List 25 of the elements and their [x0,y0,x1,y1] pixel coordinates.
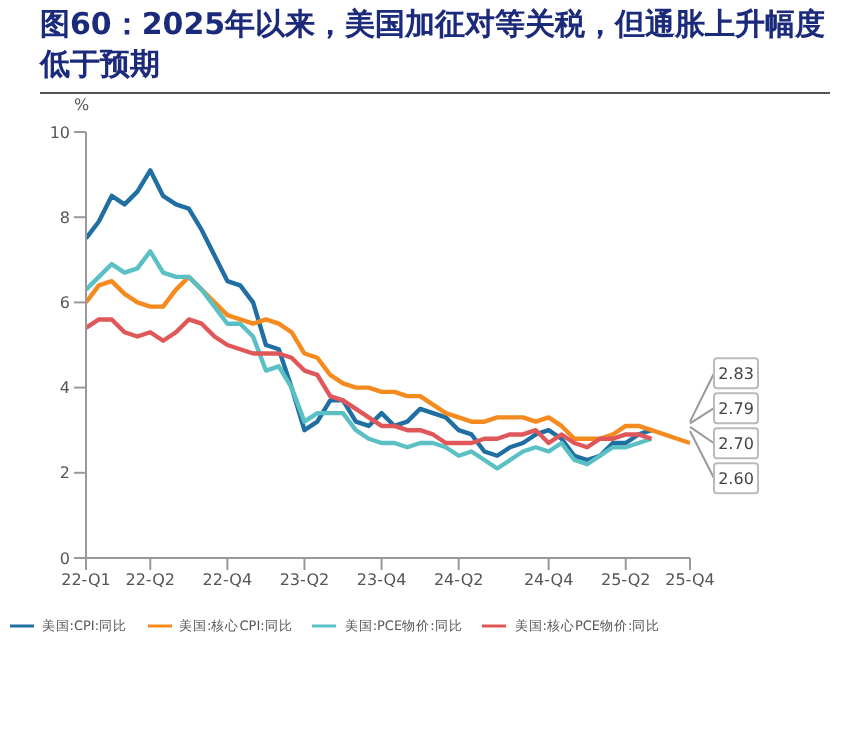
y-tick-label: 8 [59,208,70,227]
y-axis-title: % [74,96,90,114]
x-tick-label: 24-Q4 [523,571,574,590]
x-tick-label: 23-Q4 [356,571,407,590]
line-series [86,317,654,450]
line-series [86,168,654,463]
annotation: 2.70 [718,435,754,454]
x-tick-label: 23-Q2 [279,571,330,590]
line-series [86,249,654,471]
x-tick-label: 22-Q4 [202,571,253,590]
y-tick-label: 6 [59,294,70,313]
x-tick-label: 22-Q2 [125,571,176,590]
line-series [86,274,690,446]
chart-title: 图60：2025年以来，美国加征对等关税，但通胀上升幅度低于预期 [40,4,828,84]
x-tick-label: 24-Q2 [433,571,484,590]
y-tick-label: 10 [49,123,70,142]
y-tick-label: 2 [59,464,70,483]
y-tick-label: 4 [59,379,70,398]
x-tick-label: 22-Q1 [61,571,111,590]
annotation: 2.60 [718,470,754,489]
y-tick-label: 0 [59,549,70,568]
x-tick-label: 25-Q4 [665,571,715,590]
annotation: 2.79 [718,400,754,419]
x-tick-label: 25-Q2 [600,571,651,590]
annotation: 2.83 [718,365,754,384]
